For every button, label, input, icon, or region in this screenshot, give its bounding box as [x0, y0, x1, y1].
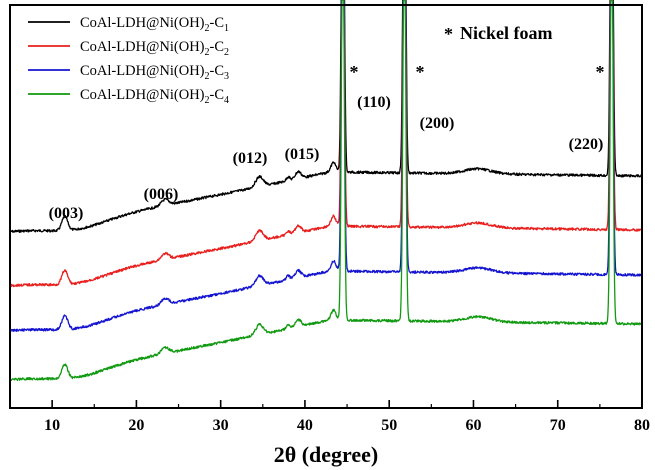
x-tick-label-30: 30 [213, 417, 229, 434]
svg-text:Nickel foam: Nickel foam [460, 23, 552, 43]
x-tick-label-10: 10 [44, 417, 60, 434]
legend-label-3: CoAl-LDH@Ni(OH)2-C3 [80, 63, 229, 82]
legend-label-1: CoAl-LDH@Ni(OH)2-C1 [80, 15, 229, 34]
series-line-1 [9, 0, 643, 234]
plot-frame [9, 4, 643, 409]
peak-labels: (003) (006) (012) (015) (110) (200) (220) [49, 94, 604, 222]
peak-label-7: (220) [569, 136, 604, 153]
x-tick-label-60: 60 [465, 417, 481, 434]
star-mark-1: * [350, 62, 359, 82]
x-tick-label-70: 70 [550, 417, 566, 434]
peak-label-6: (200) [420, 115, 455, 132]
svg-text:*: * [444, 24, 453, 44]
x-axis: 10 20 30 40 50 60 70 80 [44, 400, 650, 434]
series-line-4 [9, 0, 643, 382]
legend: CoAl-LDH@Ni(OH)2-C1 CoAl-LDH@Ni(OH)2-C2 Co… [28, 15, 229, 106]
x-tick-label-80: 80 [634, 417, 650, 434]
legend-label-2: CoAl-LDH@Ni(OH)2-C2 [80, 39, 229, 58]
peak-label-5: (110) [357, 94, 391, 111]
x-tick-label-40: 40 [297, 417, 313, 434]
peak-label-1: (003) [49, 205, 84, 222]
series-layer [9, 0, 643, 382]
x-tick-label-50: 50 [381, 417, 397, 434]
x-axis-title: 2θ (degree) [274, 442, 379, 467]
nickel-foam-note: * Nickel foam [444, 23, 552, 44]
x-tick-label-20: 20 [128, 417, 144, 434]
star-mark-3: * [596, 62, 605, 82]
series-line-3 [9, 0, 643, 333]
legend-label-4: CoAl-LDH@Ni(OH)2-C4 [80, 87, 229, 106]
peak-label-4: (015) [285, 146, 320, 163]
series-line-2 [9, 0, 643, 288]
star-mark-2: * [416, 62, 425, 82]
peak-label-2: (006) [144, 186, 179, 203]
star-marks: * * * [350, 62, 605, 82]
peak-label-3: (012) [233, 150, 268, 167]
